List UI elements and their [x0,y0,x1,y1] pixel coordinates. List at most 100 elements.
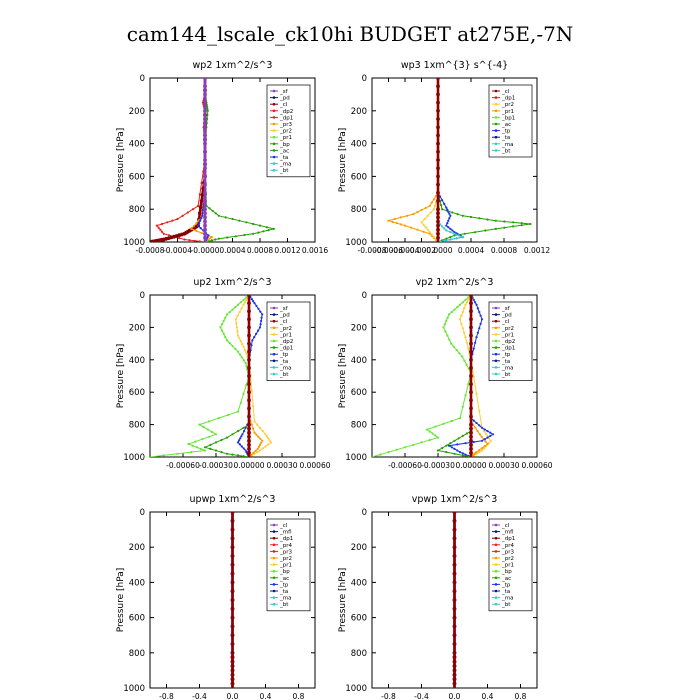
legend-entry: _pr4 [279,543,293,549]
series-point [463,331,466,334]
series-point [436,92,440,97]
series-point [436,207,440,212]
series-point [484,229,487,232]
series-point [224,216,227,219]
series-point [203,133,207,138]
series-point [230,571,235,576]
series-point [242,303,245,306]
series-point [225,436,229,439]
series-point [242,426,245,429]
legend-entry: _pr4 [501,543,515,549]
series-point [452,668,457,673]
series-point [430,233,433,236]
legend-marker [272,556,276,560]
series-point [450,446,453,449]
series-point [247,434,251,439]
y-tick-label: 600 [129,388,145,398]
series-point [480,426,484,429]
series-point [458,303,462,306]
series-point [461,310,464,314]
series-point [476,331,479,334]
series-point [188,239,191,242]
series-point [448,217,451,220]
legend-marker [272,122,276,126]
series-point [252,427,255,430]
series-point [469,430,473,435]
series-point [422,223,425,226]
series-point [478,409,481,412]
series-point [176,452,179,455]
series-point [436,227,440,232]
series-point [455,349,458,352]
series-point [436,182,440,187]
legend-entry: _sf [279,306,289,312]
panel-3: up2 1xm^2/s^3 0 200 400 600 800 1000 Pressure [… [116,277,331,470]
series-point [217,237,220,240]
series-point [231,433,234,436]
legend-entry: _pr3 [279,549,293,555]
legend-marker [494,129,498,132]
series-point [486,430,489,433]
legend-marker [272,96,276,99]
series-point [472,347,475,350]
series-point [450,419,453,423]
series-point [436,133,440,138]
series-point [253,302,256,305]
series-line [420,78,439,242]
legend-marker [494,583,498,586]
series-point [475,336,478,339]
series-point [461,327,464,330]
series-group [452,512,457,688]
series-point [222,332,225,335]
series-point [494,219,497,222]
legend-marker [494,569,498,573]
series-point [230,545,235,550]
legend-entry: _dp1 [279,346,293,352]
series-point [242,298,245,301]
series-point [403,446,407,449]
series-point [425,428,429,431]
legend-entry: _cl [501,319,510,325]
series-point [178,237,181,240]
legend-entry: _pr2 [501,102,514,108]
series-point [452,615,457,620]
y-tick-label: 0 [362,74,367,84]
legend-entry: _dp1 [501,536,515,542]
series-line [459,295,492,457]
legend-marker [494,142,498,146]
series-point [245,352,248,355]
legend-marker [494,346,498,349]
y-tick-label: 400 [129,140,145,150]
series-point [236,334,240,337]
series-point [267,437,270,440]
series-point [379,453,382,456]
legend-marker [272,116,276,119]
legend-entry: _bp [279,569,290,575]
legend-entry: _pr2 [279,326,292,332]
legend-entry: _pr1 [279,135,292,141]
legend-marker [494,563,498,566]
legend-entry: _pd [279,313,290,319]
x-tick-label: 0.0 [227,692,239,700]
series-point [203,125,207,130]
series-point [247,406,251,411]
series-line [156,78,206,242]
series-point [452,589,457,594]
series-point [243,233,246,237]
series-point [269,441,273,444]
series-point [203,231,207,236]
series-point [426,228,429,231]
series-point [221,329,224,332]
series-point [191,208,195,211]
series-point [240,307,243,310]
series-point [250,453,253,457]
series-point [222,319,225,322]
series-point [475,392,478,395]
legend-marker [272,326,276,330]
legend-marker [494,359,498,363]
series-point [193,239,196,242]
series-point [240,445,243,448]
series-point [247,295,251,297]
series-group [150,295,273,457]
series-point [230,554,235,558]
